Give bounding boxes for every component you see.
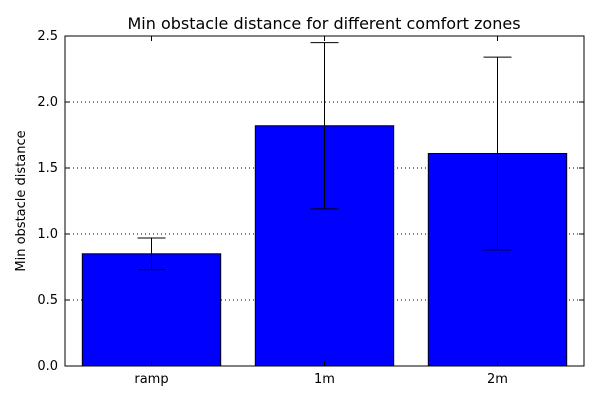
x-ticks: ramp 1m 2m (134, 36, 508, 387)
y-tick-label: 1.0 (37, 227, 58, 242)
x-tick-label: ramp (134, 372, 168, 387)
x-tick-label: 2m (487, 372, 508, 387)
error-bars (137, 42, 512, 271)
y-axis-label: Min obstacle distance (14, 130, 29, 271)
y-tick-label: 2.0 (37, 95, 58, 110)
bar-ramp (81, 253, 222, 367)
chart-title: Min obstacle distance for different comf… (127, 14, 520, 33)
x-tick-label: 1m (314, 372, 335, 387)
y-tick-label: 2.5 (37, 29, 58, 44)
y-tick-label: 0.5 (37, 293, 58, 308)
y-tick-label: 0.0 (37, 359, 58, 374)
y-tick-label: 1.5 (37, 161, 58, 176)
y-ticks: 0.0 0.5 1.0 1.5 2.0 2.5 (37, 29, 584, 374)
